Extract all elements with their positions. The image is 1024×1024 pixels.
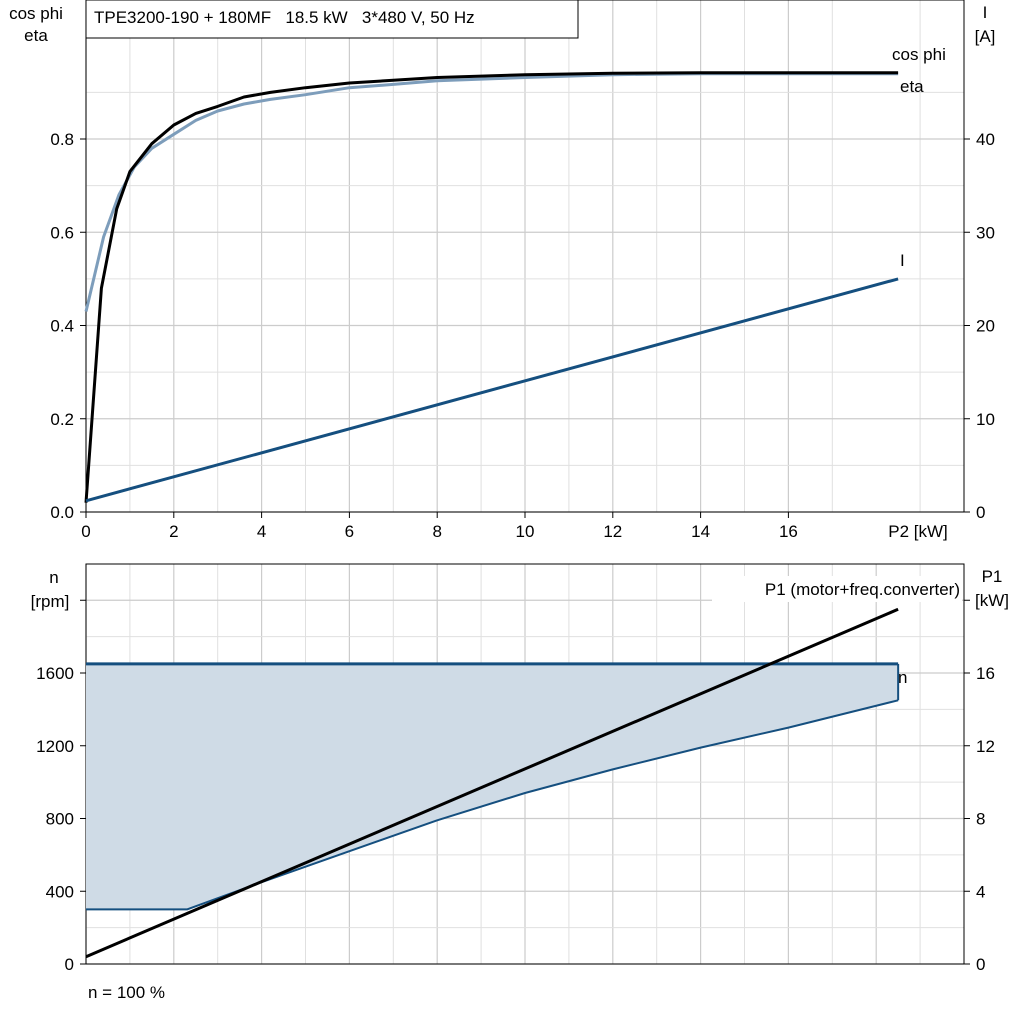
top-x-tick-label: 16 bbox=[779, 522, 798, 541]
top-left-tick-label: 0.2 bbox=[50, 410, 74, 429]
bottom-series bbox=[85, 607, 900, 959]
chart-title: TPE3200-190 + 180MF 18.5 kW 3*480 V, 50 … bbox=[94, 8, 475, 27]
top-grid bbox=[85, 0, 964, 513]
top-x-tick-label: 8 bbox=[432, 522, 441, 541]
top-x-tick-label: 10 bbox=[516, 522, 535, 541]
speed-power-panel: 0 400 800 1200 1600 0 4 8 12 16 n [rpm] P1 [kW] P… bbox=[31, 563, 1009, 1002]
top-x-tick-label: 2 bbox=[169, 522, 178, 541]
top-right-axis-label-1: I bbox=[983, 3, 988, 22]
eta-series-label: eta bbox=[900, 77, 924, 96]
current-series-label: I bbox=[900, 251, 905, 270]
speed-note: n = 100 % bbox=[88, 983, 165, 1002]
bottom-left-tick-label: 800 bbox=[46, 810, 74, 829]
top-left-tick-label: 0.8 bbox=[50, 130, 74, 149]
top-right-tick-label: 40 bbox=[976, 130, 995, 149]
efficiency-current-panel: 0 2 4 6 8 10 12 14 16 0.0 0.2 0.4 0.6 0.8 0 10 20 30 40 TP… bbox=[9, 0, 995, 541]
cosphi-series-label: cos phi bbox=[892, 45, 946, 64]
bottom-left-axis-label-2: [rpm] bbox=[31, 592, 70, 611]
top-x-axis-label: P2 [kW] bbox=[888, 522, 948, 541]
top-right-tick-label: 30 bbox=[976, 223, 995, 242]
top-x-tick-label: 12 bbox=[603, 522, 622, 541]
bottom-right-tick-label: 16 bbox=[976, 664, 995, 683]
bottom-left-tick-label: 1200 bbox=[36, 737, 74, 756]
top-right-tick-label: 20 bbox=[976, 317, 995, 336]
top-x-tick-label: 4 bbox=[257, 522, 266, 541]
speed-min-line bbox=[86, 699, 899, 911]
top-x-tick-label: 6 bbox=[345, 522, 354, 541]
bottom-left-tick-label: 0 bbox=[65, 955, 74, 974]
top-right-axis-label-2: [A] bbox=[975, 27, 996, 46]
top-x-tick-label: 0 bbox=[81, 522, 90, 541]
speed-range-area bbox=[86, 663, 899, 910]
top-left-axis-label-2: eta bbox=[24, 26, 48, 45]
p1-label-bg bbox=[712, 576, 962, 602]
bottom-right-tick-label: 8 bbox=[976, 810, 985, 829]
eta-line bbox=[84, 71, 899, 503]
top-left-axis-label-1: cos phi bbox=[9, 4, 63, 23]
current-line bbox=[85, 277, 899, 503]
top-left-tick-label: 0.6 bbox=[50, 223, 74, 242]
top-right-tick-label: 0 bbox=[976, 503, 985, 522]
bottom-right-tick-label: 4 bbox=[976, 882, 985, 901]
top-ticks: 0 2 4 6 8 10 12 14 16 0.0 0.2 0.4 0.6 0.8 0 10 20 30 40 bbox=[50, 130, 995, 541]
bottom-left-tick-label: 1600 bbox=[36, 664, 74, 683]
title-box bbox=[85, 0, 579, 39]
bottom-left-axis-label-1: n bbox=[49, 568, 58, 587]
bottom-ticks: 0 400 800 1200 1600 0 4 8 12 16 bbox=[36, 599, 995, 974]
p1-power-line bbox=[85, 607, 899, 959]
bottom-right-tick-label: 12 bbox=[976, 737, 995, 756]
bottom-right-axis-label-1: P1 bbox=[982, 567, 1003, 586]
p1-series-label: P1 (motor+freq.converter) bbox=[765, 580, 960, 599]
top-series bbox=[84, 71, 899, 503]
top-left-tick-label: 0.0 bbox=[50, 503, 74, 522]
bottom-left-tick-label: 400 bbox=[46, 882, 74, 901]
bottom-right-tick-label: 0 bbox=[976, 955, 985, 974]
speed-series-label: n bbox=[898, 668, 907, 687]
top-right-tick-label: 10 bbox=[976, 410, 995, 429]
top-left-tick-label: 0.4 bbox=[50, 317, 74, 336]
top-x-tick-label: 14 bbox=[691, 522, 710, 541]
bottom-right-axis-label-2: [kW] bbox=[975, 591, 1009, 610]
